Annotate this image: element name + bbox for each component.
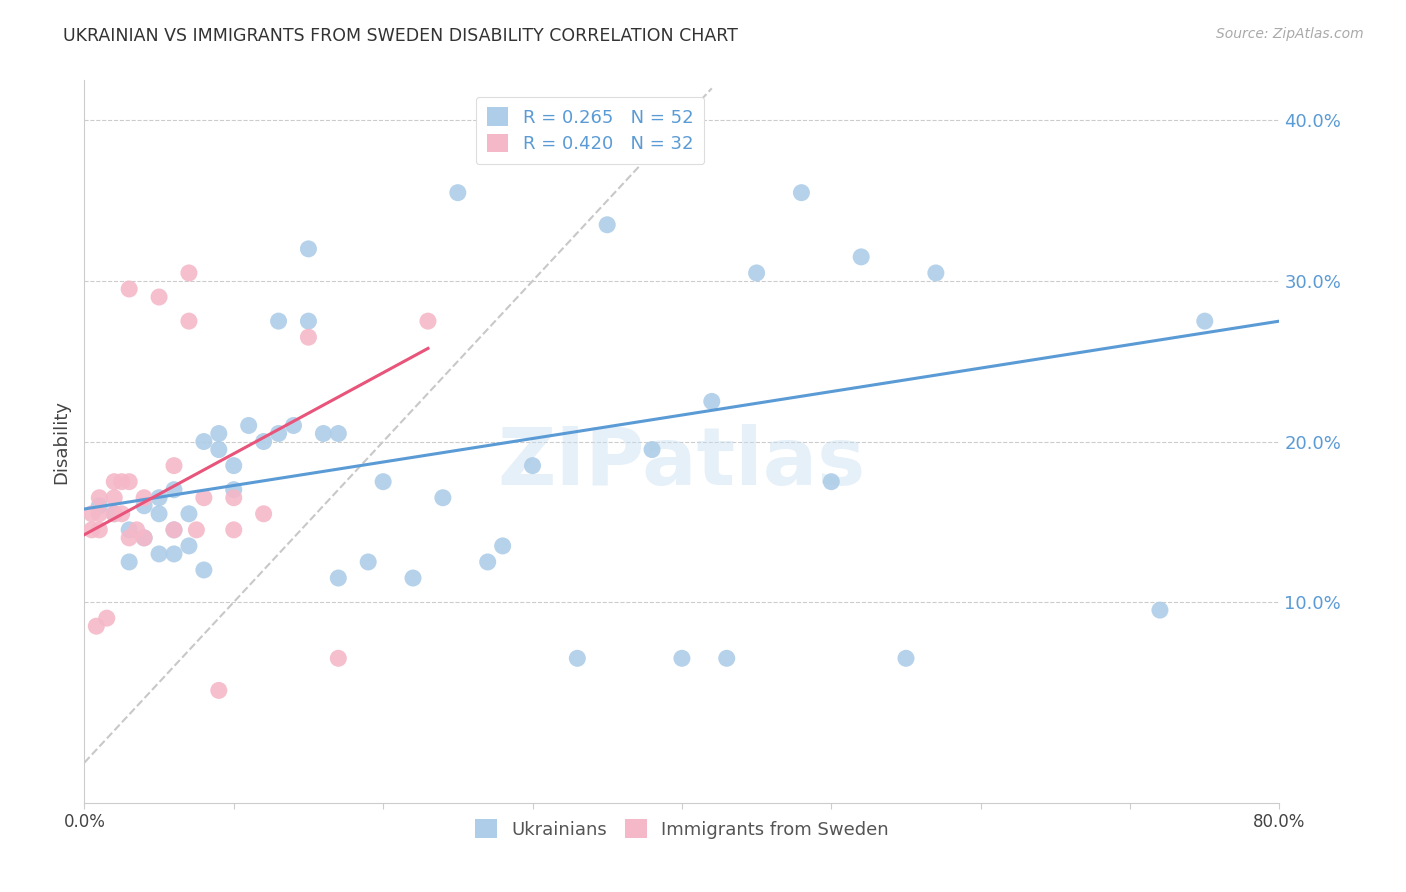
Point (96, 611, 118, 625)
Point (567, 651, 589, 665)
Point (297, 330, 319, 344)
Point (447, 186, 470, 200)
Point (132, 491, 156, 505)
Point (132, 499, 156, 513)
Point (148, 290, 170, 304)
Point (111, 507, 134, 521)
Point (163, 547, 186, 561)
Point (118, 523, 141, 537)
Point (432, 491, 454, 505)
Point (671, 651, 693, 665)
Point (1194, 314, 1216, 328)
Point (177, 507, 200, 521)
Point (163, 483, 186, 497)
Legend: Ukrainians, Immigrants from Sweden: Ukrainians, Immigrants from Sweden (468, 812, 896, 846)
Point (118, 531, 141, 545)
Point (193, 434, 215, 449)
Point (186, 523, 208, 537)
Point (163, 523, 186, 537)
Point (477, 555, 499, 569)
Point (492, 539, 515, 553)
Point (103, 507, 125, 521)
Point (208, 442, 231, 457)
Point (328, 426, 350, 441)
Point (222, 523, 245, 537)
Point (894, 651, 917, 665)
Point (745, 266, 768, 280)
Point (925, 266, 948, 280)
Point (522, 458, 544, 473)
Text: UKRAINIAN VS IMMIGRANTS FROM SWEDEN DISABILITY CORRELATION CHART: UKRAINIAN VS IMMIGRANTS FROM SWEDEN DISA… (63, 27, 738, 45)
Point (402, 571, 425, 585)
Point (716, 651, 738, 665)
Point (118, 555, 141, 569)
Point (103, 491, 125, 505)
Point (357, 555, 380, 569)
Point (80, 507, 103, 521)
Point (312, 426, 335, 441)
Point (89, 507, 111, 521)
Point (125, 523, 148, 537)
Point (193, 563, 215, 577)
Point (163, 523, 186, 537)
Point (89, 523, 111, 537)
Point (163, 458, 186, 473)
Point (111, 475, 134, 489)
Point (118, 475, 141, 489)
Point (177, 314, 200, 328)
Point (328, 571, 350, 585)
Point (222, 483, 245, 497)
Point (132, 531, 156, 545)
Point (820, 475, 842, 489)
Point (193, 491, 215, 505)
Point (283, 418, 305, 433)
Point (148, 491, 170, 505)
Point (222, 458, 245, 473)
Point (177, 266, 200, 280)
Point (700, 394, 723, 409)
Point (86, 619, 108, 633)
Point (253, 434, 276, 449)
Point (118, 282, 141, 296)
Point (267, 314, 290, 328)
Point (790, 186, 813, 200)
Point (328, 651, 350, 665)
Point (641, 442, 664, 457)
Point (253, 507, 276, 521)
Point (132, 531, 156, 545)
Point (851, 250, 873, 264)
Text: Source: ZipAtlas.com: Source: ZipAtlas.com (1216, 27, 1364, 41)
Point (80, 523, 103, 537)
Point (297, 242, 319, 256)
Point (416, 314, 439, 328)
Y-axis label: Disability: Disability (52, 400, 70, 483)
Point (103, 475, 125, 489)
Point (222, 491, 245, 505)
Point (89, 499, 111, 513)
Point (238, 418, 260, 433)
Point (596, 218, 619, 232)
Point (177, 539, 200, 553)
Point (373, 475, 395, 489)
Point (148, 547, 170, 561)
Point (103, 507, 125, 521)
Point (1149, 603, 1171, 617)
Point (208, 426, 231, 441)
Point (267, 426, 290, 441)
Point (89, 491, 111, 505)
Text: ZIPatlas: ZIPatlas (498, 425, 866, 502)
Point (208, 683, 231, 698)
Point (148, 507, 170, 521)
Point (297, 314, 319, 328)
